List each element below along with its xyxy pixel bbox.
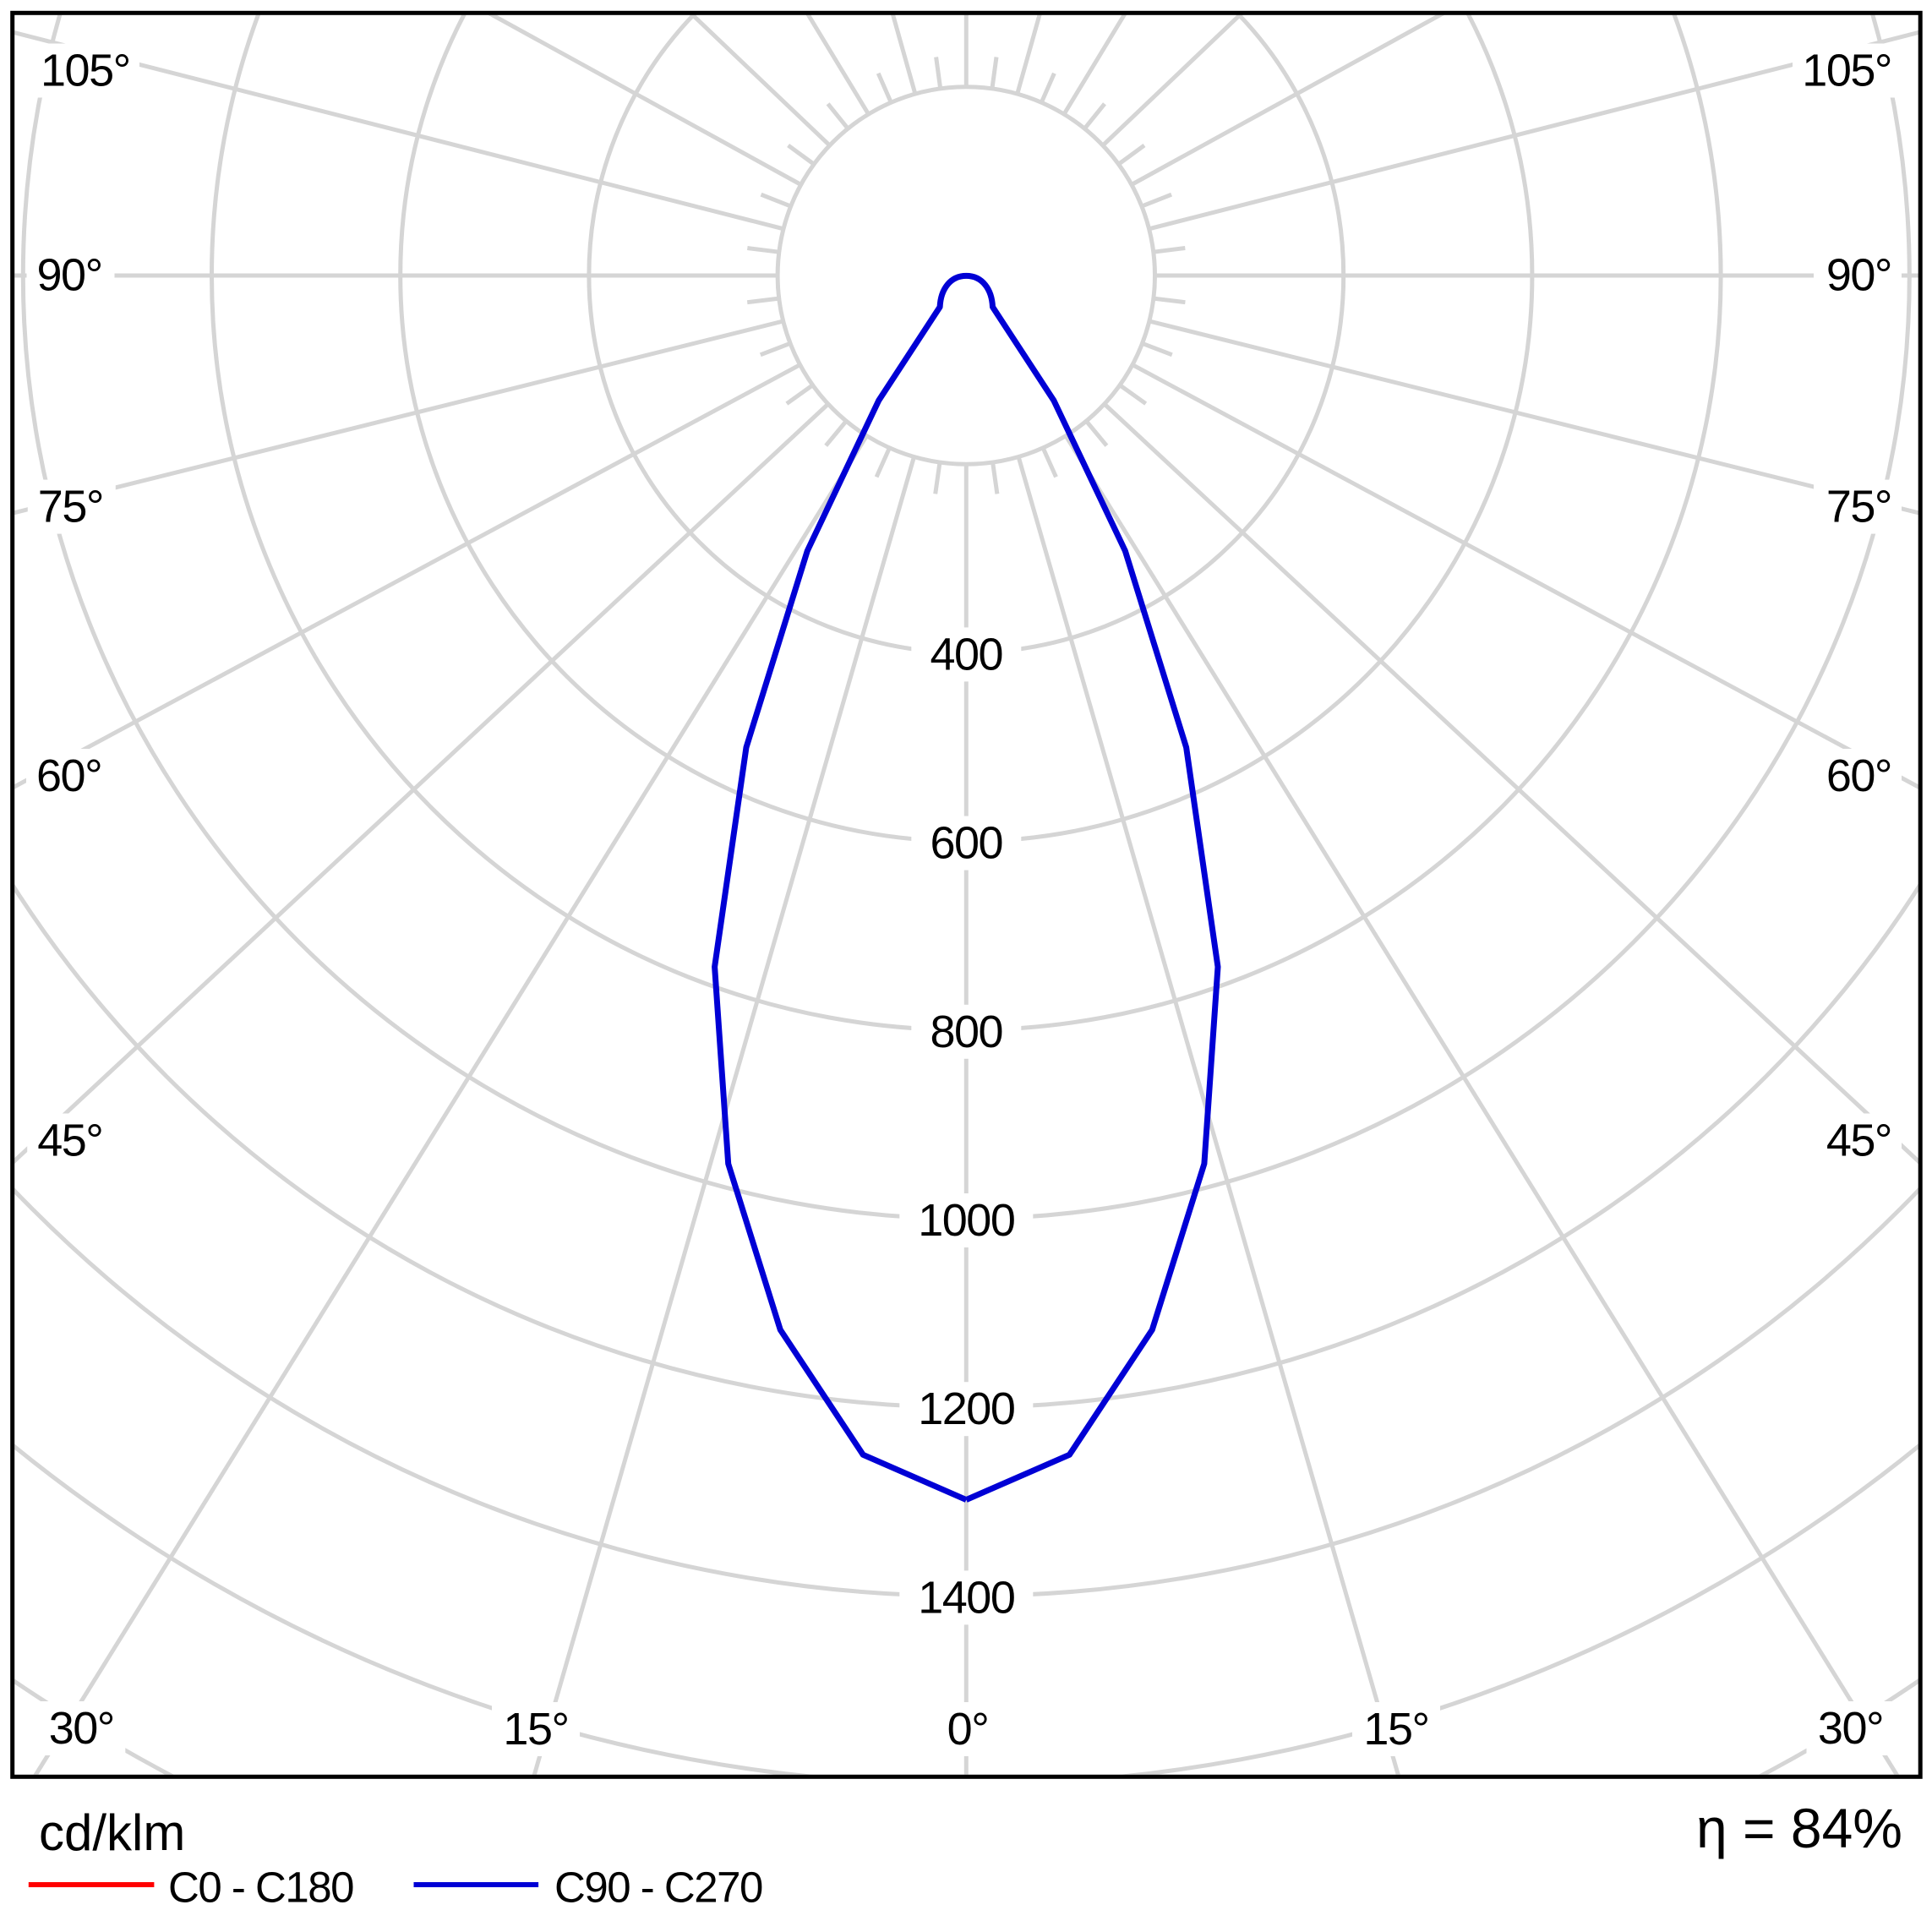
svg-text:75°: 75°	[38, 482, 103, 532]
svg-text:cd/klm: cd/klm	[39, 1804, 185, 1861]
svg-text:75°: 75°	[1826, 482, 1891, 532]
svg-text:30°: 30°	[1818, 1703, 1883, 1754]
svg-text:η = 84%: η = 84%	[1696, 1797, 1902, 1859]
svg-text:1200: 1200	[918, 1384, 1014, 1434]
svg-text:0°: 0°	[947, 1704, 989, 1755]
svg-text:45°: 45°	[37, 1116, 102, 1166]
svg-text:1000: 1000	[918, 1195, 1014, 1246]
svg-text:105°: 105°	[1802, 46, 1891, 96]
svg-text:C90 - C270: C90 - C270	[554, 1864, 762, 1912]
svg-text:30°: 30°	[49, 1703, 114, 1754]
svg-text:15°: 15°	[1363, 1704, 1428, 1755]
svg-text:60°: 60°	[1826, 750, 1891, 801]
svg-text:400: 400	[930, 629, 1002, 679]
svg-text:15°: 15°	[503, 1704, 568, 1755]
svg-text:600: 600	[930, 818, 1002, 869]
svg-text:C0 - C180: C0 - C180	[168, 1864, 353, 1912]
svg-text:60°: 60°	[36, 750, 101, 801]
svg-text:1400: 1400	[918, 1572, 1014, 1623]
svg-text:90°: 90°	[37, 249, 102, 300]
svg-text:800: 800	[930, 1007, 1002, 1057]
svg-text:105°: 105°	[41, 46, 130, 96]
svg-text:45°: 45°	[1826, 1116, 1891, 1166]
svg-text:90°: 90°	[1826, 249, 1891, 300]
